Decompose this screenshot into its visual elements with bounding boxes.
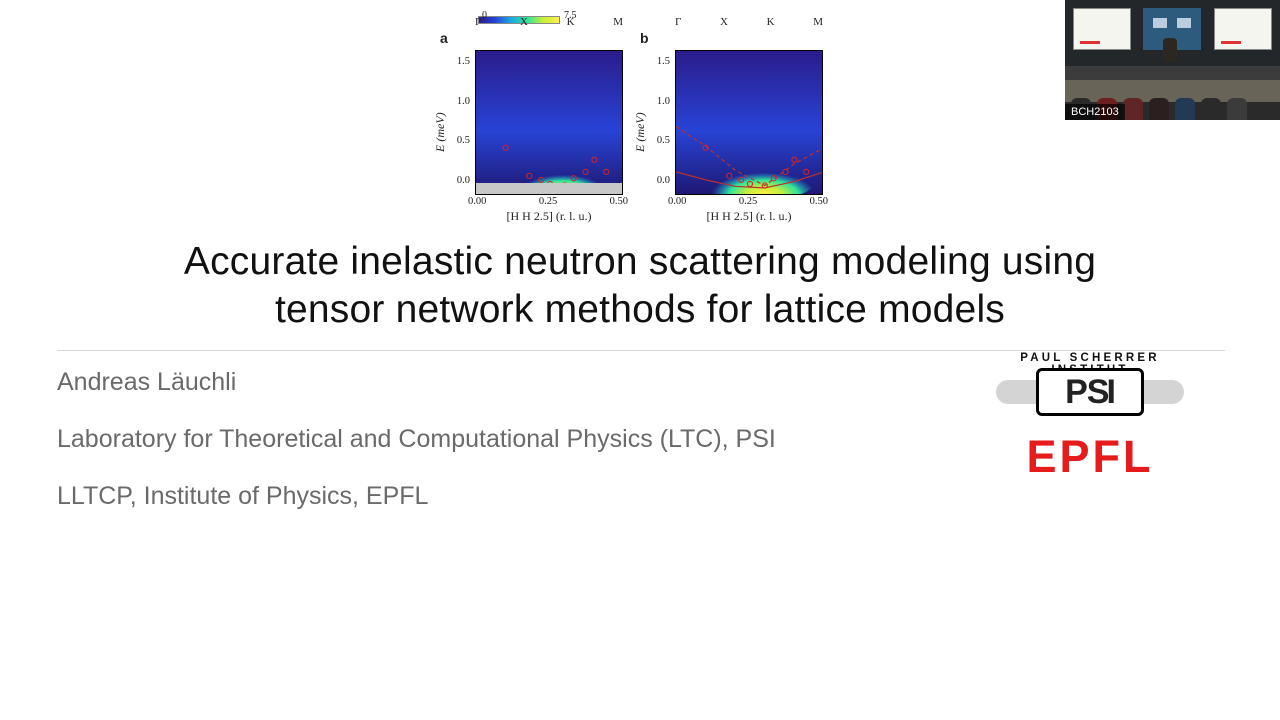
panel-b-ylabel: E (meV): [633, 112, 648, 152]
panel-a-xlabel: [H H 2.5] (r. l. u.): [475, 209, 623, 224]
slide-root: 0 7.5 a E (meV) Γ X K M 1.5 1.0 0.5 0.0 …: [0, 0, 1280, 720]
panel-a-ylabel: E (meV): [433, 112, 448, 152]
divider-line: [57, 350, 1225, 351]
panel-a: a E (meV) Γ X K M 1.5 1.0 0.5 0.0 0 T Ex…: [430, 26, 630, 216]
ytick: 1.5: [648, 56, 670, 67]
panel-a-yticks: 1.5 1.0 0.5 0.0: [448, 56, 470, 186]
panel-b-plot: 0 T MPS: [675, 50, 823, 195]
psi-logo: PSI: [996, 380, 1184, 404]
tick-x: X: [720, 16, 728, 28]
ytick: 0.0: [448, 175, 470, 186]
panel-b-yticks: 1.5 1.0 0.5 0.0: [648, 56, 670, 186]
tick-k: K: [767, 16, 775, 28]
ytick: 0.5: [448, 135, 470, 146]
pip-video[interactable]: BCH2103: [1065, 0, 1280, 120]
presenter-name: Andreas Läuchli: [57, 370, 957, 395]
pip-screen-left: [1073, 8, 1131, 50]
credits-block: Andreas Läuchli Laboratory for Theoretic…: [57, 370, 957, 541]
panel-a-plot: 0 T Exp.: [475, 50, 623, 195]
xtick: 0.00: [468, 196, 486, 207]
epfl-logo: EPFL: [990, 434, 1190, 479]
panel-b-letter: b: [640, 30, 649, 46]
tick-x: X: [520, 16, 528, 28]
tick-gamma: Γ: [675, 16, 681, 28]
logos-block: PAUL SCHERRER INSTITUT PSI EPFL: [990, 352, 1190, 479]
panel-a-top-ticks: Γ X K M: [475, 16, 623, 28]
ytick: 1.5: [448, 56, 470, 67]
xtick: 0.25: [739, 196, 757, 207]
xtick: 0.50: [810, 196, 828, 207]
panel-a-letter: a: [440, 30, 448, 46]
tick-m: M: [613, 16, 623, 28]
pip-room-label: BCH2103: [1065, 104, 1125, 120]
xtick: 0.25: [539, 196, 557, 207]
pip-presenter: [1163, 38, 1177, 62]
tick-m: M: [813, 16, 823, 28]
xtick: 0.00: [668, 196, 686, 207]
xtick: 0.50: [610, 196, 628, 207]
slide-title: Accurate inelastic neutron scattering mo…: [0, 238, 1280, 333]
panel-b-top-ticks: Γ X K M: [675, 16, 823, 28]
panel-a-xticks: 0.00 0.25 0.50: [468, 196, 628, 207]
pip-screen-right: [1214, 8, 1272, 50]
ytick: 1.0: [448, 96, 470, 107]
panel-b: b E (meV) Γ X K M 1.5 1.0 0.5 0.0 0 T MP…: [630, 26, 830, 216]
ytick: 0.5: [648, 135, 670, 146]
psi-logo-letters: PSI: [1065, 373, 1115, 412]
psi-logo-box: PSI: [1036, 368, 1144, 416]
ytick: 1.0: [648, 96, 670, 107]
panel-b-xlabel: [H H 2.5] (r. l. u.): [675, 209, 823, 224]
ytick: 0.0: [648, 175, 670, 186]
panel-b-xticks: 0.00 0.25 0.50: [668, 196, 828, 207]
affiliation-1: Laboratory for Theoretical and Computati…: [57, 427, 957, 452]
title-text: Accurate inelastic neutron scattering mo…: [184, 238, 1096, 333]
figure-area: 0 7.5 a E (meV) Γ X K M 1.5 1.0 0.5 0.0 …: [430, 12, 870, 222]
affiliation-2: LLTCP, Institute of Physics, EPFL: [57, 484, 957, 509]
tick-k: K: [567, 16, 575, 28]
tick-gamma: Γ: [475, 16, 481, 28]
